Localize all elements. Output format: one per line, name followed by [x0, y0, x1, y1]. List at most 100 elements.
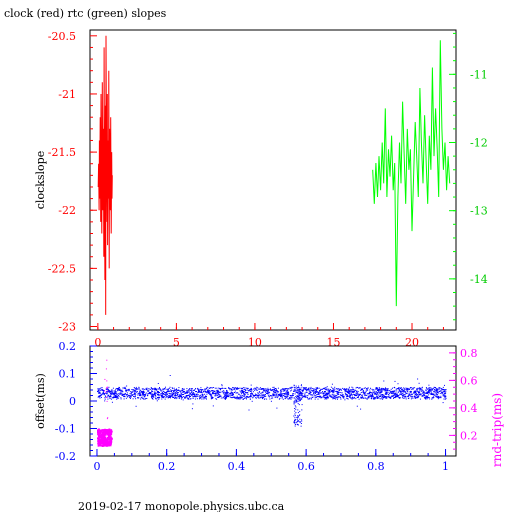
offset-point — [429, 393, 431, 395]
offset-point — [213, 391, 215, 393]
offset-point — [248, 390, 249, 392]
offset-point — [303, 387, 305, 389]
offset-point — [244, 390, 246, 392]
offset-point — [302, 391, 304, 392]
offset-dip-point — [296, 387, 298, 389]
offset-point — [373, 389, 375, 391]
offset-point — [315, 393, 316, 395]
offset-point — [239, 390, 241, 392]
offset-point — [314, 398, 316, 400]
offset-point — [341, 392, 343, 394]
offset-point — [285, 390, 288, 392]
offset-point — [151, 390, 153, 392]
offset-point — [356, 391, 358, 393]
offset-point — [370, 396, 373, 398]
offset-point — [232, 387, 233, 389]
offset-point — [407, 389, 409, 391]
offset-point — [247, 389, 249, 391]
offset-point — [297, 394, 299, 396]
offset-point — [122, 395, 124, 396]
offset-point — [396, 388, 397, 390]
offset-dip-point — [294, 413, 296, 415]
offset-point — [160, 396, 162, 398]
offset-point — [113, 393, 116, 394]
offset-point — [160, 389, 162, 391]
offset-point — [191, 408, 193, 410]
offset-point — [391, 395, 394, 397]
offset-point — [302, 396, 305, 398]
offset-point — [269, 395, 272, 397]
offset-point — [265, 388, 267, 390]
bottom-right-tick-label: 0.4 — [460, 402, 478, 415]
offset-point — [282, 388, 285, 390]
offset-point — [303, 395, 306, 397]
offset-dip-point — [295, 396, 297, 398]
offset-point — [276, 395, 278, 397]
offset-point — [222, 390, 224, 392]
offset-point — [129, 396, 132, 398]
offset-point — [356, 386, 358, 388]
offset-point — [249, 396, 252, 398]
offset-dip-point — [300, 400, 301, 402]
offset-dip-point — [294, 425, 296, 427]
offset-point — [106, 392, 108, 394]
offset-point — [410, 396, 413, 398]
offset-point — [413, 392, 415, 394]
offset-point — [178, 394, 180, 396]
offset-point — [186, 390, 189, 392]
round-trip-point — [107, 432, 109, 435]
top-x-tick-label: 15 — [326, 336, 340, 349]
offset-point — [438, 397, 440, 399]
offset-point — [369, 389, 371, 391]
offset-point — [175, 398, 177, 400]
offset-point — [204, 388, 207, 390]
offset-point — [367, 387, 369, 389]
offset-point — [103, 392, 106, 394]
offset-point — [257, 387, 259, 389]
offset-point — [301, 384, 302, 386]
offset-point — [307, 397, 308, 399]
offset-point — [218, 387, 220, 389]
offset-point — [259, 395, 261, 397]
offset-point — [351, 397, 354, 399]
offset-point — [356, 390, 358, 392]
offset-point — [202, 389, 204, 391]
offset-point — [354, 394, 357, 396]
offset-point — [255, 388, 257, 390]
offset-point — [419, 388, 421, 390]
offset-point — [291, 389, 293, 391]
round-trip-point — [101, 431, 104, 434]
offset-point — [371, 397, 373, 399]
round-trip-point — [106, 439, 109, 442]
offset-point — [134, 395, 136, 397]
offset-point — [335, 390, 337, 392]
offset-dip-point — [297, 415, 299, 417]
offset-point — [374, 390, 376, 392]
offset-point — [268, 393, 270, 395]
offset-point — [379, 389, 382, 391]
offset-point — [260, 397, 262, 398]
offset-dip-point — [301, 409, 303, 411]
offset-point — [148, 388, 150, 390]
offset-point — [364, 395, 366, 397]
offset-point — [357, 393, 359, 395]
offset-point — [246, 387, 249, 389]
offset-point — [409, 387, 411, 389]
offset-point — [230, 393, 231, 395]
offset-point — [171, 391, 172, 393]
offset-point — [189, 392, 191, 394]
offset-point — [205, 398, 207, 400]
offset-point — [397, 388, 400, 390]
offset-point — [299, 393, 302, 395]
offset-point — [351, 389, 354, 391]
offset-point — [432, 394, 435, 396]
round-trip-outlier — [105, 391, 107, 393]
offset-point — [180, 396, 183, 397]
offset-point — [351, 394, 353, 396]
offset-point — [216, 391, 219, 393]
offset-point — [183, 388, 185, 390]
offset-point — [339, 396, 341, 398]
offset-point — [402, 391, 404, 392]
offset-point — [166, 396, 168, 398]
offset-point — [278, 393, 280, 395]
